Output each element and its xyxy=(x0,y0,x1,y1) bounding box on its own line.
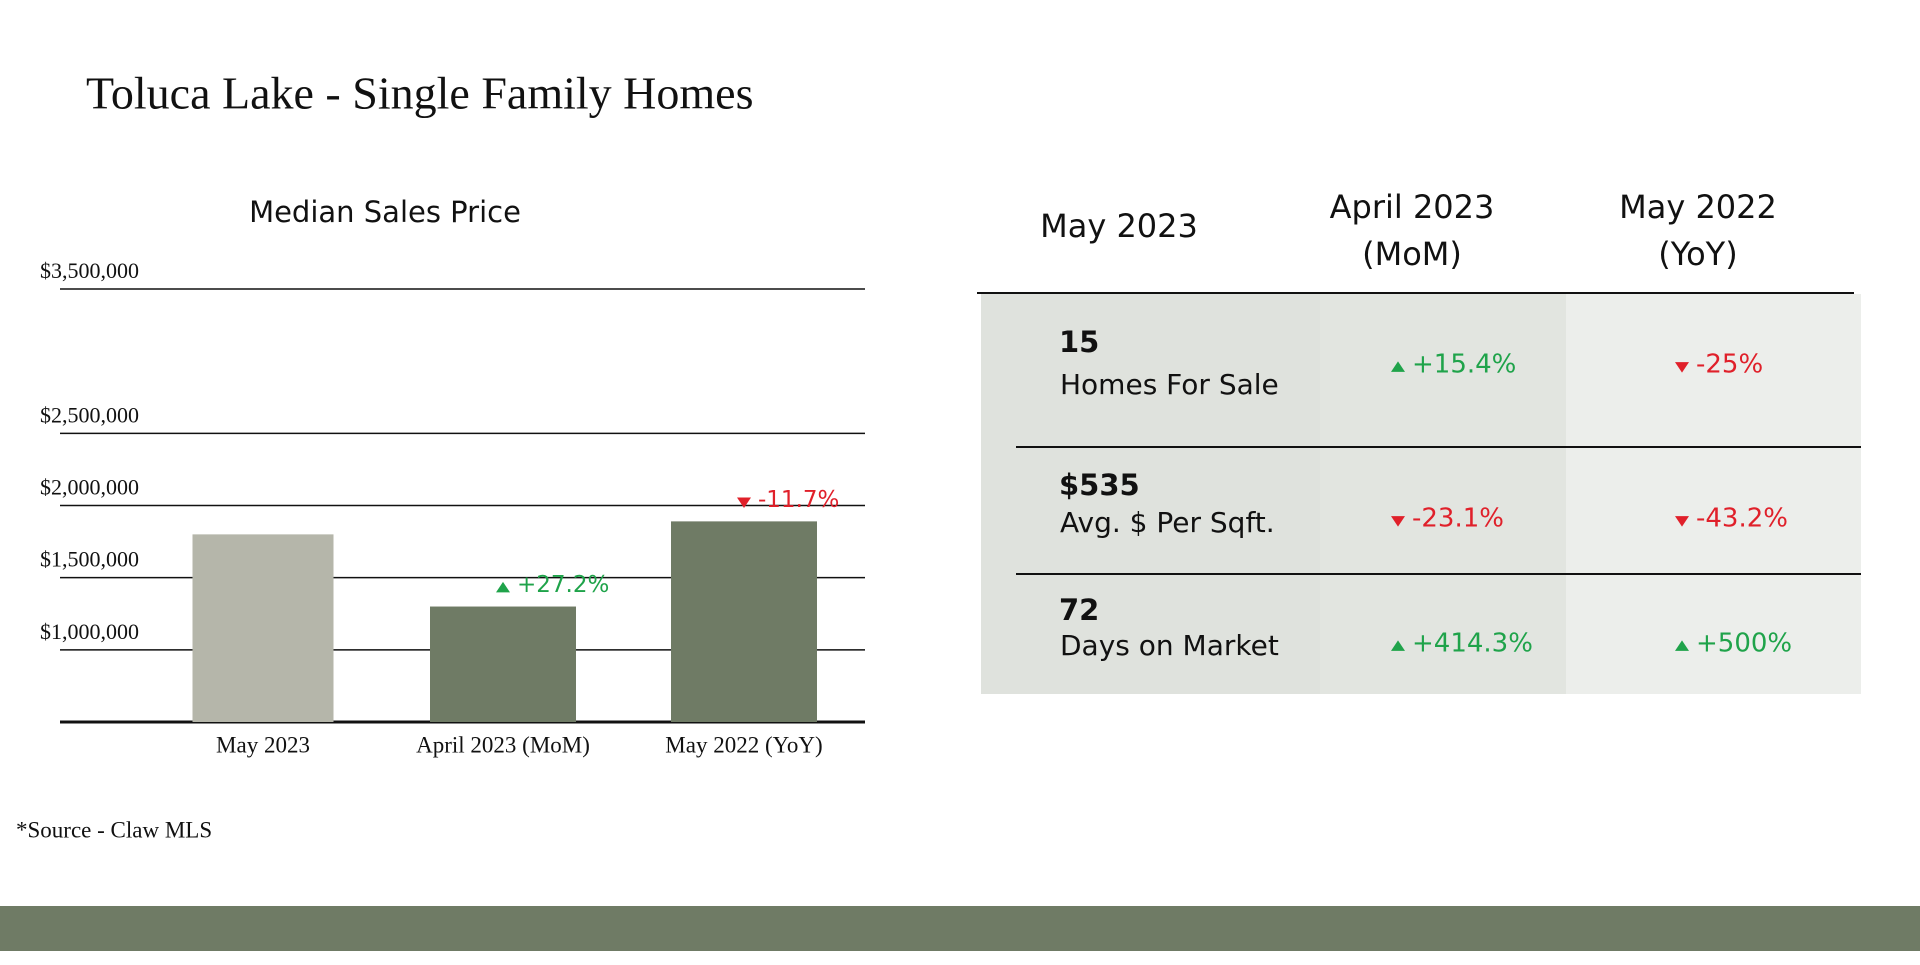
change-label: +15.4% xyxy=(1412,350,1516,380)
table-column-bg xyxy=(1320,294,1566,694)
change-label: +500% xyxy=(1696,629,1792,659)
bar xyxy=(192,534,334,722)
chart-title: Median Sales Price xyxy=(249,195,521,229)
y-tick-label: $1,500,000 xyxy=(40,547,139,572)
table-header: (MoM) xyxy=(1362,235,1462,273)
y-tick-label: $1,000,000 xyxy=(40,619,139,644)
bar xyxy=(671,521,817,722)
row-value: 15 xyxy=(1059,325,1099,359)
x-tick-label: May 2022 (YoY) xyxy=(665,732,822,757)
row-value: 72 xyxy=(1059,593,1099,627)
change-label: -25% xyxy=(1696,350,1763,380)
table-header: May 2022 xyxy=(1619,188,1777,226)
change-arrow xyxy=(737,497,751,508)
change-arrow xyxy=(1675,362,1689,373)
x-tick-label: May 2023 xyxy=(216,732,310,757)
change-label: +27.2% xyxy=(517,572,609,598)
row-label: Days on Market xyxy=(1060,629,1279,662)
y-tick-label: $2,500,000 xyxy=(40,402,139,427)
y-tick-label: $3,500,000 xyxy=(40,258,139,283)
page-title: Toluca Lake - Single Family Homes xyxy=(86,68,753,119)
change-label: -43.2% xyxy=(1696,504,1788,534)
x-tick-label: April 2023 (MoM) xyxy=(416,732,590,757)
y-tick-label: $2,000,000 xyxy=(40,475,139,500)
table-header: April 2023 xyxy=(1330,188,1495,226)
source-note: *Source - Claw MLS xyxy=(16,817,212,842)
change-label: -11.7% xyxy=(758,487,839,513)
row-label: Homes For Sale xyxy=(1060,368,1279,401)
change-label: -23.1% xyxy=(1412,504,1504,534)
table-column-bg xyxy=(981,294,1320,694)
table-header: May 2023 xyxy=(1040,207,1198,245)
bar xyxy=(430,606,576,722)
row-label: Avg. $ Per Sqft. xyxy=(1060,506,1275,539)
change-arrow xyxy=(496,581,510,593)
change-label: +414.3% xyxy=(1412,629,1533,659)
table-column-bg xyxy=(1566,294,1861,694)
change-arrow xyxy=(1391,361,1405,372)
change-arrow xyxy=(1391,516,1405,527)
row-value: $535 xyxy=(1059,468,1140,502)
table-header: (YoY) xyxy=(1658,235,1737,273)
change-arrow xyxy=(1391,640,1405,651)
change-arrow xyxy=(1675,516,1689,527)
footer-band xyxy=(0,906,1920,951)
change-arrow xyxy=(1675,640,1689,651)
